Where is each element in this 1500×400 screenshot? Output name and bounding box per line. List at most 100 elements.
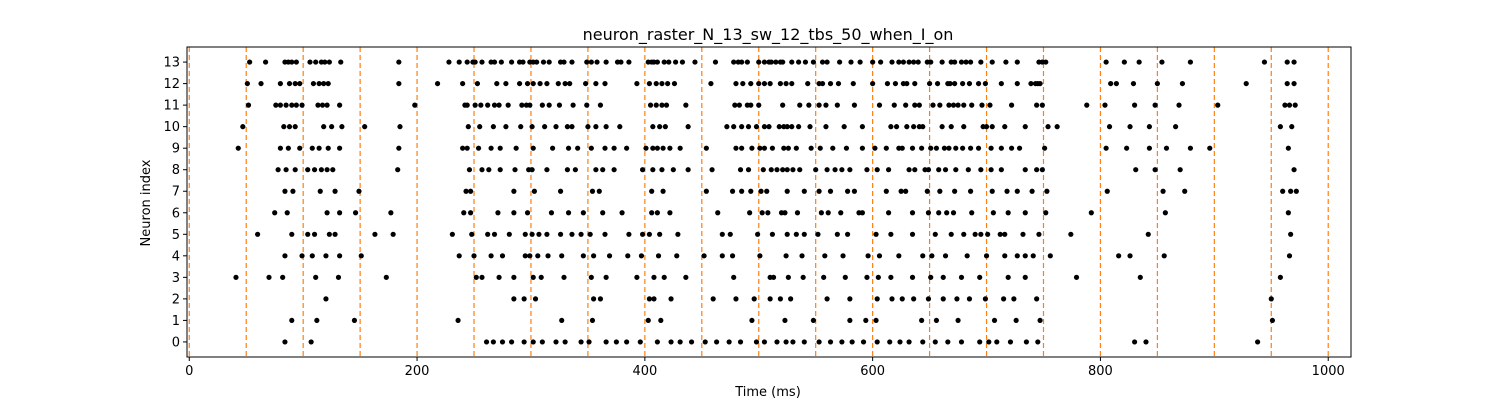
spike-point [859,145,865,151]
spike-point [544,80,550,87]
spike-point [434,80,441,87]
spike-point [683,274,689,280]
spike-point [1108,80,1114,87]
spike-point [1136,59,1142,65]
x-axis-ticks: 0 200 400 600 800 1000 [185,357,1345,379]
spike-point [834,102,840,108]
spike-point [715,210,721,216]
spike-point [1054,124,1060,130]
spike-point [904,80,910,87]
spike-point [898,188,904,194]
spike-point [991,317,998,324]
spike-point [823,102,829,108]
spike-point [1022,253,1028,259]
spike-point [759,210,765,216]
spike-point [546,102,552,108]
spike-point [936,167,942,173]
spike-point [733,145,739,151]
spike-point [819,80,826,87]
spike-point [337,145,343,151]
spike-point [1008,145,1015,151]
spike-point [1014,80,1020,87]
spike-point [1152,167,1158,173]
spike-point [240,124,246,130]
spike-point [839,167,845,173]
spike-point [816,188,822,194]
spike-point [1132,102,1138,108]
spike-point [896,253,902,259]
spike-point [557,188,564,194]
spike-point [326,59,332,65]
spike-point [396,145,402,151]
spike-point [773,59,779,65]
spike-point [1036,231,1042,237]
spike-point [471,253,477,259]
spike-point [726,339,732,345]
spike-point [651,274,657,280]
spike-point [297,145,303,151]
spike-point [729,188,736,194]
spike-point [660,188,666,194]
spike-point [748,188,754,194]
spike-point [797,102,803,108]
spike-point [960,80,966,87]
spike-point [553,339,559,345]
spike-point [663,102,670,108]
spike-point [932,339,938,345]
spike-point [988,167,994,173]
spike-point [816,102,822,108]
spike-point [714,339,720,345]
spike-point [883,188,889,194]
spike-point [767,80,773,87]
spike-point [961,231,967,237]
spike-point [460,80,466,87]
spike-point [479,59,485,65]
spike-point [671,80,678,87]
spike-point [899,296,905,302]
spike-point [739,124,745,130]
spike-point [626,231,632,237]
spike-point [245,102,252,108]
spike-point [737,167,744,173]
spike-point [1285,145,1291,151]
spike-point [885,210,892,216]
spike-point [562,80,568,87]
spike-point [989,188,995,194]
spike-point [597,296,604,302]
spike-point [290,188,296,194]
spike-point [736,102,742,108]
spike-point [755,231,761,237]
spike-point [864,274,870,280]
spike-point [584,102,590,108]
spike-point [749,145,755,151]
spike-point [825,210,831,216]
spike-point [731,274,737,280]
spike-point [860,339,867,345]
spike-point [485,231,491,237]
spike-point [506,231,512,237]
spike-point [906,59,912,65]
spike-point [293,59,299,65]
spike-point [785,274,791,280]
spike-point [756,80,762,87]
spike-point [878,59,884,65]
spike-point [544,231,550,237]
spike-point [937,102,943,108]
spike-point [934,80,941,87]
spike-point [961,124,967,130]
spike-point [1187,145,1194,151]
y-tick-label: 10 [163,120,180,135]
spike-point [535,253,541,259]
spike-point [753,339,760,345]
spike-point [322,59,328,65]
spike-point [559,253,565,259]
spike-point [885,167,892,173]
spike-point [1288,188,1294,194]
spike-point [491,102,498,108]
spike-point [275,167,281,173]
spike-point [508,339,515,345]
x-axis-label: Time (ms) [734,385,801,400]
spike-point [747,210,753,216]
spike-point [978,59,984,65]
spike-point [1045,124,1051,130]
